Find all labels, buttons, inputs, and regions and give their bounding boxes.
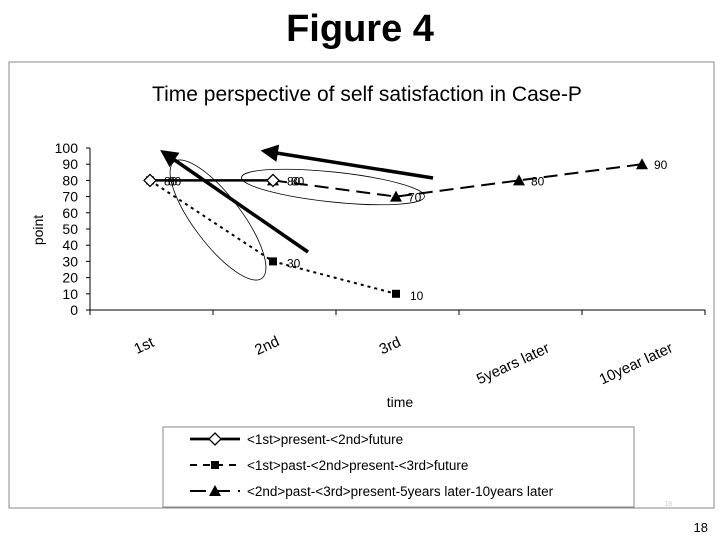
legend-label: <1st>present-<2nd>future bbox=[247, 432, 403, 447]
faint-mark: 18 bbox=[664, 501, 672, 508]
triangle-marker bbox=[209, 485, 221, 496]
x-axis-label: time bbox=[387, 394, 414, 410]
diamond-marker bbox=[266, 173, 280, 188]
data-label: 80 bbox=[168, 174, 182, 188]
data-label: 70 bbox=[408, 191, 422, 205]
y-tick-label: 60 bbox=[62, 205, 78, 221]
y-tick-label: 20 bbox=[62, 270, 78, 286]
annotation-arrow-left bbox=[160, 150, 309, 254]
y-axis-label: point bbox=[30, 215, 46, 245]
annotation-ellipse-middle bbox=[241, 168, 425, 206]
legend: <1st>present-<2nd>future <1st>past-<2nd>p… bbox=[162, 426, 635, 508]
data-label: 80 bbox=[531, 174, 545, 188]
y-tick-label: 50 bbox=[62, 221, 78, 237]
diamond-marker bbox=[143, 173, 157, 188]
data-label: 80 bbox=[287, 174, 301, 188]
y-tick-label: 100 bbox=[55, 140, 79, 156]
y-tick-label: 70 bbox=[62, 189, 78, 205]
square-marker bbox=[269, 257, 277, 266]
square-marker bbox=[211, 461, 219, 469]
y-tick-label: 90 bbox=[62, 156, 78, 172]
legend-label: <2nd>past-<3rd>present-5years later-10ye… bbox=[247, 484, 554, 499]
triangle-marker bbox=[390, 190, 402, 202]
data-label: 80 bbox=[164, 174, 178, 188]
y-tick-label: 30 bbox=[62, 253, 78, 269]
triangle-marker bbox=[513, 174, 525, 186]
page-number: 18 bbox=[693, 520, 708, 535]
y-tick-label: 10 bbox=[62, 286, 78, 302]
legend-label: <1st>past-<2nd>present-<3rd>future bbox=[247, 458, 468, 473]
y-tick-label: 0 bbox=[70, 302, 78, 318]
triangle-marker bbox=[636, 158, 648, 170]
square-marker bbox=[392, 289, 400, 298]
data-label: 30 bbox=[287, 256, 301, 270]
data-label: 80 bbox=[291, 174, 305, 188]
slide-heading: Figure 4 bbox=[286, 8, 434, 50]
data-label: 90 bbox=[654, 158, 668, 172]
y-tick-label: 40 bbox=[62, 237, 78, 253]
y-tick-label: 80 bbox=[62, 172, 78, 188]
annotation-arrow-right bbox=[260, 144, 434, 180]
legend-box bbox=[162, 426, 635, 508]
data-label: 10 bbox=[410, 289, 424, 303]
diamond-marker bbox=[208, 432, 222, 446]
chart-title: Time perspective of self satisfaction in… bbox=[152, 83, 582, 106]
